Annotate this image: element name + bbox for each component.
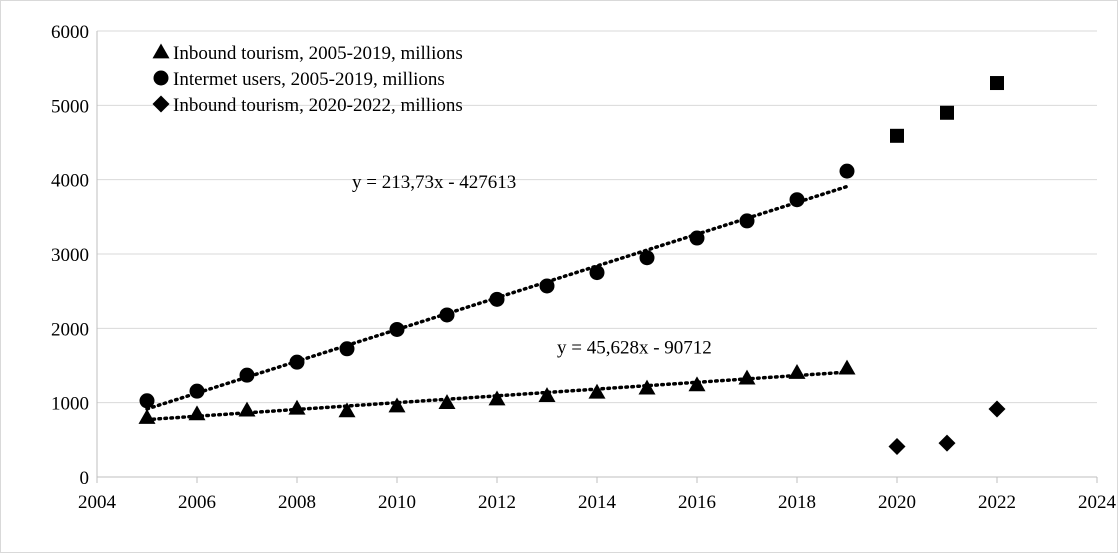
data-points [138, 76, 1006, 456]
circle-data-point [789, 192, 805, 208]
circle-data-point [639, 250, 655, 266]
square-data-point [940, 105, 954, 120]
triangle-data-point [138, 409, 156, 424]
legend-diamond-marker [152, 95, 170, 113]
diamond-data-point [938, 434, 956, 452]
x-tick-label: 2008 [278, 492, 316, 513]
legend-circle-marker [153, 70, 169, 86]
x-tick-label: 2020 [878, 492, 916, 513]
y-tick-label: 2000 [51, 319, 89, 340]
circle-data-point [739, 213, 755, 229]
circle-data-point [689, 230, 705, 246]
triangle-data-point [588, 383, 606, 399]
triangle-data-point [438, 394, 456, 410]
x-tick-label: 2006 [178, 492, 216, 513]
x-tick-label: 2004 [78, 492, 117, 513]
triangle-data-point [188, 405, 206, 421]
triangle-data-point [738, 369, 756, 385]
square-data-point [990, 76, 1004, 91]
circle-data-point [339, 341, 355, 357]
circle-data-point [189, 383, 205, 399]
diamond-data-point [888, 438, 906, 456]
triangle-data-point [638, 379, 656, 395]
triangle-data-point [688, 376, 706, 392]
square-data-point [890, 128, 904, 143]
x-tick-label: 2024 [1078, 492, 1117, 513]
y-tick-label: 0 [80, 468, 90, 489]
circle-data-point [539, 278, 555, 294]
x-tick-label: 2010 [378, 492, 416, 513]
triangle-data-point [388, 397, 406, 413]
circle-data-point [489, 291, 505, 307]
x-tick-label: 2012 [478, 492, 516, 513]
triangle-data-point [788, 364, 806, 379]
circle-data-point [389, 321, 405, 337]
gridlines [97, 30, 1097, 404]
legend-entry-label: Inbound tourism, 2005-2019, millions [173, 43, 463, 64]
tick-labels: 0 1000 2000 3000 4000 5000 6000 2004 2006 2008 201… [51, 22, 1117, 513]
legend: Inbound tourism, 2005-2019, millions Inte… [152, 43, 463, 116]
trendline-equation-label: y = 213,73x - 427613 [352, 172, 516, 193]
diamond-data-point [988, 400, 1006, 418]
y-tick-label: 6000 [51, 22, 89, 43]
circle-data-point [439, 307, 455, 323]
x-tick-label: 2014 [578, 492, 617, 513]
x-tick-label: 2022 [978, 492, 1016, 513]
x-tick-label: 2016 [678, 492, 716, 513]
triangle-data-point [338, 402, 356, 418]
circle-data-point [239, 367, 255, 383]
axes [96, 31, 1098, 483]
triangle-data-point [838, 359, 856, 375]
y-tick-label: 5000 [51, 96, 89, 117]
triangle-data-point [288, 399, 306, 415]
x-tick-label: 2018 [778, 492, 816, 513]
circle-data-point [139, 393, 155, 409]
legend-entry-label: Intermet users, 2005-2019, millions [173, 69, 445, 90]
legend-entry-label: Inbound tourism, 2020-2022, millions [173, 95, 463, 116]
triangle-data-point [538, 387, 556, 402]
y-tick-label: 3000 [51, 245, 89, 266]
triangle-data-point [488, 390, 506, 406]
trendline-equations: y = 213,73x - 427613 y = 45,628x - 90712 [352, 172, 712, 359]
legend-triangle-marker [152, 43, 170, 59]
y-tick-label: 1000 [51, 394, 89, 415]
y-tick-label: 4000 [51, 171, 89, 192]
circle-data-point [589, 265, 605, 281]
circle-data-point [839, 163, 855, 179]
trendline-equation-label: y = 45,628x - 90712 [557, 338, 712, 359]
triangle-data-point [238, 401, 256, 417]
circle-data-point [289, 354, 305, 370]
